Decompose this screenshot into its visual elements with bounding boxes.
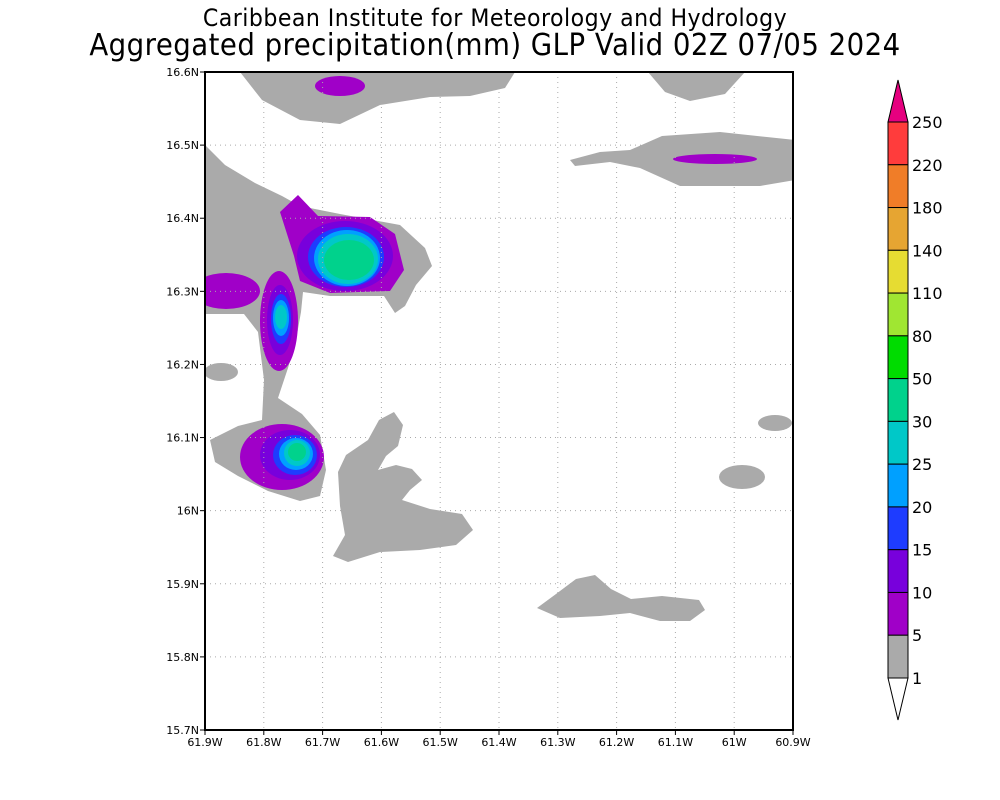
- y-tick-label: 15.7N: [166, 724, 199, 737]
- colorbar-max-arrow: [887, 79, 909, 123]
- contour-region: [205, 363, 238, 381]
- x-tick-label: 61.8W: [246, 736, 281, 749]
- colorbar-label: 80: [912, 327, 932, 346]
- colorbar-min-arrow: [887, 677, 909, 721]
- x-tick-label: 61.5W: [423, 736, 458, 749]
- contour-region: [275, 305, 287, 329]
- colorbar: 250 220 180 140 110 80 50 30 25 20 15 10 5 1: [887, 79, 943, 721]
- contour-region: [758, 415, 792, 431]
- x-tick-label: 61.3W: [540, 736, 575, 749]
- y-tick-label: 16.4N: [166, 212, 199, 225]
- contour-region: [315, 76, 365, 96]
- colorbar-swatch: [887, 335, 909, 380]
- contour-region: [719, 465, 765, 489]
- y-tick-label: 15.9N: [166, 578, 199, 591]
- colorbar-swatch: [887, 506, 909, 551]
- colorbar-label: 250: [912, 113, 943, 132]
- contour-region: [288, 443, 306, 461]
- x-axis: 61.9W 61.8W 61.7W 61.6W 61.5W 61.4W 61.3W 61.2W…: [187, 730, 811, 749]
- y-tick-label: 16.1N: [166, 432, 199, 445]
- colorbar-label: 1: [912, 669, 922, 688]
- colorbar-label: 10: [912, 583, 932, 602]
- x-tick-label: 61.6W: [364, 736, 399, 749]
- y-tick-label: 16.5N: [166, 139, 199, 152]
- colorbar-label: 220: [912, 156, 943, 175]
- colorbar-label: 25: [912, 455, 932, 474]
- colorbar-label: 140: [912, 241, 943, 260]
- x-tick-label: 61.9W: [187, 736, 222, 749]
- colorbar-swatch: [887, 591, 909, 636]
- x-tick-label: 61.4W: [481, 736, 516, 749]
- colorbar-swatch: [887, 207, 909, 251]
- colorbar-swatch: [887, 292, 909, 337]
- contour-region: [324, 240, 374, 280]
- x-tick-label: 61.2W: [599, 736, 634, 749]
- colorbar-swatch: [887, 549, 909, 593]
- map-title: Aggregated precipitation(mm) GLP Valid 0…: [89, 28, 901, 63]
- colorbar-swatch: [887, 121, 909, 166]
- contour-region: [673, 154, 757, 164]
- colorbar-swatch: [887, 463, 909, 508]
- colorbar-label: 20: [912, 498, 932, 517]
- colorbar-label: 180: [912, 199, 943, 218]
- colorbar-label: 50: [912, 370, 932, 389]
- y-tick-label: 15.8N: [166, 651, 199, 664]
- institution-title: Caribbean Institute for Meteorology and …: [202, 4, 788, 32]
- x-tick-label: 60.9W: [775, 736, 810, 749]
- x-tick-label: 61W: [722, 736, 747, 749]
- contour-region: [240, 72, 515, 124]
- contour-region: [333, 412, 473, 562]
- contour-region: [537, 575, 705, 621]
- colorbar-label: 30: [912, 412, 932, 431]
- colorbar-swatch: [887, 420, 909, 465]
- x-tick-label: 61.1W: [658, 736, 693, 749]
- y-tick-label: 16N: [177, 505, 199, 518]
- precipitation-contours: [205, 72, 793, 621]
- colorbar-swatch: [887, 249, 909, 294]
- colorbar-label: 15: [912, 541, 932, 560]
- contour-region: [648, 72, 745, 101]
- y-tick-label: 16.2N: [166, 358, 199, 371]
- grid-lines: [205, 72, 793, 730]
- colorbar-swatch: [887, 378, 909, 422]
- contour-region: [205, 273, 260, 309]
- contour-5mm-plus: [205, 76, 757, 490]
- x-tick-label: 61.7W: [305, 736, 340, 749]
- colorbar-label: 5: [912, 626, 922, 645]
- y-tick-label: 16.3N: [166, 285, 199, 298]
- y-tick-label: 16.6N: [166, 66, 199, 79]
- colorbar-label: 110: [912, 284, 943, 303]
- colorbar-swatch: [887, 164, 909, 209]
- colorbar-swatch: [887, 634, 909, 679]
- y-axis: 16.6N 16.5N 16.4N 16.3N 16.2N 16.1N 16N 15.9N 15…: [166, 66, 205, 737]
